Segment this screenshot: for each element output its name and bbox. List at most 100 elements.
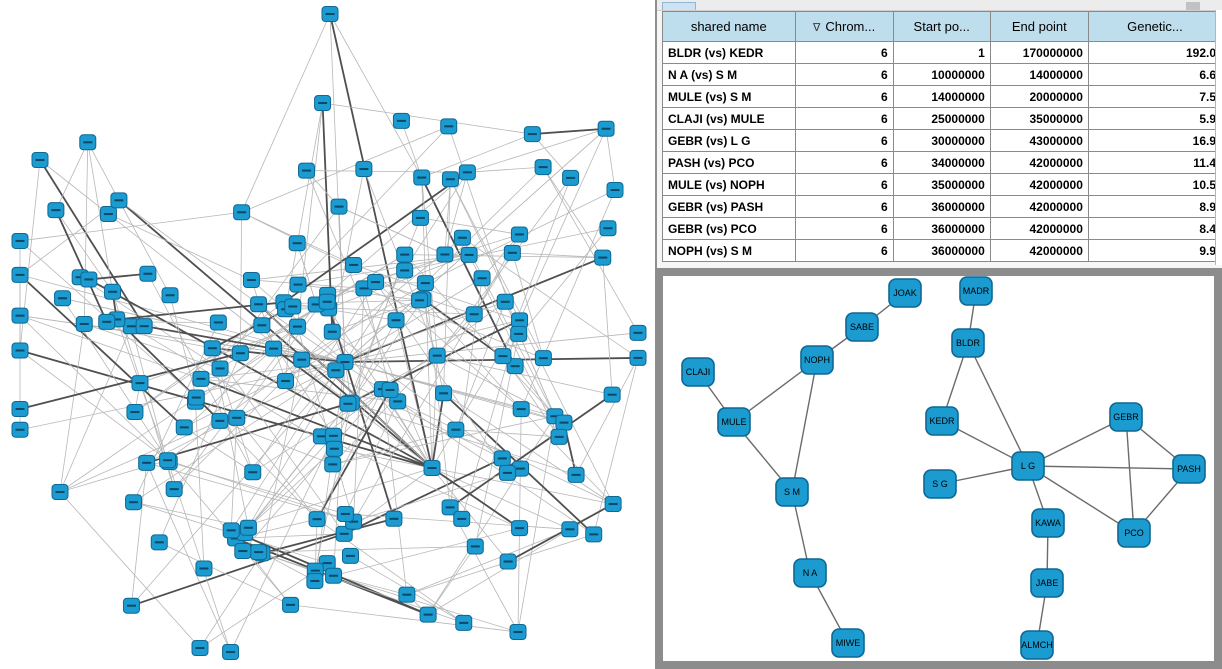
- graph-node[interactable]: [234, 543, 252, 560]
- graph-node[interactable]: [398, 586, 416, 603]
- graph-node[interactable]: [419, 606, 437, 623]
- network-node-almch[interactable]: ALMCH: [1020, 630, 1054, 660]
- graph-node[interactable]: [51, 484, 69, 500]
- cell-genetic[interactable]: 8.9: [1087, 195, 1222, 218]
- cell-chrom[interactable]: 6: [794, 195, 894, 218]
- cell-start[interactable]: 36000000: [892, 239, 991, 262]
- graph-node[interactable]: [555, 414, 573, 431]
- cell-end[interactable]: 42000000: [989, 239, 1089, 262]
- graph-node[interactable]: [284, 298, 302, 315]
- graph-node[interactable]: [11, 342, 29, 359]
- graph-node[interactable]: [122, 597, 140, 614]
- cell-genetic[interactable]: 9.9: [1087, 239, 1222, 262]
- graph-node[interactable]: [239, 519, 257, 536]
- graph-node[interactable]: [308, 511, 326, 528]
- graph-node[interactable]: [453, 510, 471, 527]
- graph-node[interactable]: [567, 466, 585, 483]
- graph-node[interactable]: [416, 275, 434, 292]
- network-node-s-g[interactable]: S G: [923, 469, 957, 499]
- graph-node[interactable]: [242, 271, 260, 288]
- graph-node[interactable]: [435, 385, 453, 402]
- cell-genetic[interactable]: 6.6: [1087, 63, 1222, 86]
- graph-node[interactable]: [325, 440, 343, 457]
- graph-node[interactable]: [511, 520, 529, 537]
- graph-node[interactable]: [335, 525, 353, 542]
- table-row[interactable]: PASH (vs) PCO 6 34000000 42000000 11.4: [662, 151, 1222, 174]
- graph-node[interactable]: [413, 169, 431, 186]
- cell-chrom[interactable]: 6: [794, 41, 894, 64]
- network-node-n-a[interactable]: N A: [793, 558, 827, 588]
- cell-start[interactable]: 30000000: [892, 129, 991, 152]
- graph-node[interactable]: [511, 312, 529, 329]
- graph-node[interactable]: [510, 325, 528, 342]
- cell-end[interactable]: 42000000: [989, 195, 1089, 218]
- cell-end[interactable]: 14000000: [989, 63, 1089, 86]
- cell-start[interactable]: 1: [892, 41, 991, 64]
- graph-node[interactable]: [110, 192, 128, 209]
- graph-node[interactable]: [599, 220, 617, 237]
- network-node-kedr[interactable]: KEDR: [925, 406, 959, 436]
- filter-icon[interactable]: ∇: [813, 22, 821, 34]
- cell-end[interactable]: 42000000: [989, 173, 1089, 196]
- cell-name[interactable]: GEBR (vs) PCO: [662, 217, 796, 240]
- graph-node[interactable]: [211, 360, 229, 377]
- graph-node[interactable]: [135, 318, 153, 335]
- cell-name[interactable]: PASH (vs) PCO: [662, 151, 796, 174]
- graph-node[interactable]: [138, 454, 156, 471]
- table-row[interactable]: GEBR (vs) L G 6 30000000 43000000 16.9: [662, 129, 1222, 152]
- graph-node[interactable]: [191, 640, 209, 656]
- network-node-bldr[interactable]: BLDR: [951, 328, 985, 358]
- detail-network-canvas[interactable]: JOAK MADR SABE BLDR NOPH CLAJI GEBR KEDR MULE L G…: [663, 276, 1214, 661]
- graph-node[interactable]: [327, 362, 345, 379]
- graph-node[interactable]: [31, 152, 49, 168]
- graph-node[interactable]: [150, 534, 168, 551]
- graph-node[interactable]: [54, 290, 72, 307]
- graph-node[interactable]: [534, 350, 552, 367]
- graph-node[interactable]: [493, 450, 511, 467]
- cell-chrom[interactable]: 6: [794, 151, 894, 174]
- column-header-name[interactable]: shared name: [662, 11, 796, 42]
- cell-chrom[interactable]: 6: [794, 173, 894, 196]
- graph-node[interactable]: [466, 538, 484, 555]
- graph-node[interactable]: [203, 340, 221, 357]
- graph-node[interactable]: [222, 644, 240, 660]
- graph-node[interactable]: [473, 270, 491, 287]
- graph-node[interactable]: [318, 293, 336, 310]
- graph-node[interactable]: [314, 95, 332, 112]
- network-node-pash[interactable]: PASH: [1172, 454, 1206, 484]
- graph-node[interactable]: [381, 381, 399, 398]
- graph-node[interactable]: [47, 202, 65, 219]
- graph-node[interactable]: [104, 283, 122, 300]
- graph-node[interactable]: [460, 246, 478, 263]
- graph-node[interactable]: [11, 421, 29, 438]
- graph-node[interactable]: [250, 296, 268, 313]
- cell-chrom[interactable]: 6: [794, 63, 894, 86]
- graph-node[interactable]: [336, 505, 354, 522]
- graph-node[interactable]: [288, 318, 306, 335]
- graph-node[interactable]: [289, 276, 307, 293]
- cell-chrom[interactable]: 6: [794, 129, 894, 152]
- network-node-kawa[interactable]: KAWA: [1031, 508, 1065, 538]
- graph-node[interactable]: [165, 481, 183, 498]
- cell-genetic[interactable]: 7.5: [1087, 85, 1222, 108]
- cell-end[interactable]: 20000000: [989, 85, 1089, 108]
- graph-node[interactable]: [585, 526, 603, 543]
- graph-node[interactable]: [629, 324, 647, 341]
- graph-node[interactable]: [355, 161, 373, 178]
- graph-node[interactable]: [339, 395, 357, 412]
- graph-node[interactable]: [498, 464, 516, 481]
- graph-node[interactable]: [11, 266, 29, 283]
- cell-name[interactable]: MULE (vs) NOPH: [662, 173, 796, 196]
- graph-node[interactable]: [175, 419, 193, 436]
- graph-node[interactable]: [506, 358, 524, 375]
- graph-node[interactable]: [440, 118, 458, 135]
- graph-node[interactable]: [321, 6, 339, 22]
- graph-node[interactable]: [523, 126, 541, 143]
- graph-node[interactable]: [494, 348, 512, 365]
- cell-genetic[interactable]: 5.9: [1087, 107, 1222, 130]
- graph-node[interactable]: [228, 409, 246, 426]
- cell-end[interactable]: 42000000: [989, 151, 1089, 174]
- table-row[interactable]: GEBR (vs) PASH 6 36000000 42000000 8.9: [662, 195, 1222, 218]
- cell-start[interactable]: 34000000: [892, 151, 991, 174]
- graph-node[interactable]: [496, 293, 514, 310]
